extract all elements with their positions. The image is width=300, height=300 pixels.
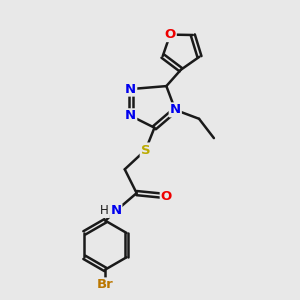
Text: N: N — [125, 82, 136, 96]
Text: N: N — [110, 204, 122, 218]
Text: H: H — [100, 204, 109, 218]
Text: S: S — [141, 143, 150, 157]
Text: Br: Br — [97, 278, 114, 291]
Text: N: N — [170, 103, 181, 116]
Text: O: O — [161, 190, 172, 202]
Text: N: N — [125, 109, 136, 122]
Text: O: O — [164, 28, 176, 41]
